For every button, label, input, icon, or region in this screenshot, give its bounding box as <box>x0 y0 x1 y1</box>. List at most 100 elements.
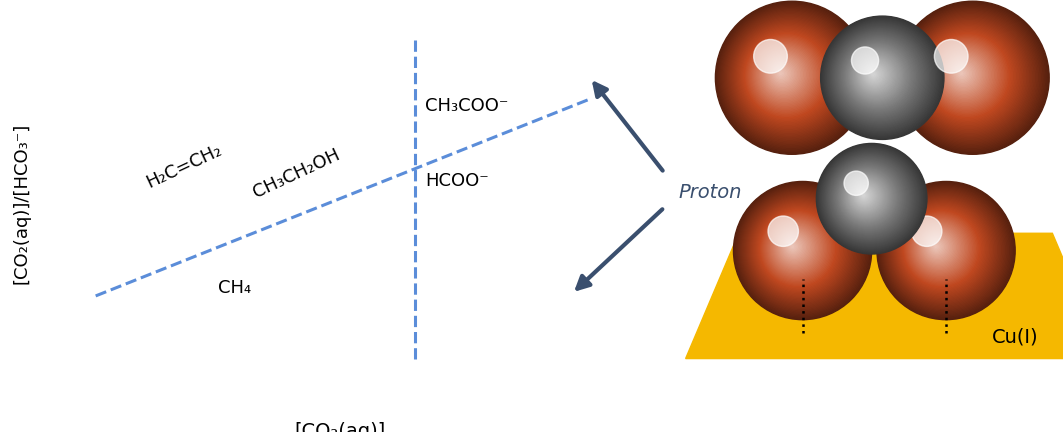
Ellipse shape <box>908 14 1033 140</box>
Ellipse shape <box>836 165 900 229</box>
Ellipse shape <box>728 16 850 138</box>
Ellipse shape <box>909 217 972 280</box>
Ellipse shape <box>838 167 898 228</box>
Ellipse shape <box>787 240 800 254</box>
Ellipse shape <box>911 18 1029 135</box>
Ellipse shape <box>829 157 910 238</box>
Ellipse shape <box>928 238 946 256</box>
Ellipse shape <box>772 64 792 84</box>
Ellipse shape <box>756 206 841 292</box>
Ellipse shape <box>932 242 941 251</box>
Ellipse shape <box>778 71 783 76</box>
Ellipse shape <box>769 60 796 88</box>
Ellipse shape <box>820 147 923 250</box>
Ellipse shape <box>779 232 809 262</box>
Ellipse shape <box>716 3 867 153</box>
Ellipse shape <box>827 23 935 132</box>
Ellipse shape <box>907 13 1034 141</box>
Ellipse shape <box>904 211 979 287</box>
Ellipse shape <box>788 241 798 252</box>
Ellipse shape <box>871 71 877 77</box>
Ellipse shape <box>823 150 918 246</box>
Ellipse shape <box>906 213 977 284</box>
Ellipse shape <box>752 202 846 296</box>
Ellipse shape <box>724 11 857 143</box>
Ellipse shape <box>862 194 864 196</box>
Ellipse shape <box>909 16 1031 138</box>
Ellipse shape <box>727 14 853 140</box>
Ellipse shape <box>845 175 888 218</box>
Ellipse shape <box>853 183 878 209</box>
Ellipse shape <box>925 235 950 260</box>
Ellipse shape <box>931 241 942 252</box>
Ellipse shape <box>824 152 916 244</box>
Ellipse shape <box>930 38 1003 112</box>
Ellipse shape <box>863 64 887 86</box>
Ellipse shape <box>763 54 804 95</box>
Text: HCOO⁻: HCOO⁻ <box>425 172 489 190</box>
Ellipse shape <box>735 183 871 318</box>
Ellipse shape <box>883 189 1006 311</box>
Ellipse shape <box>883 188 1008 312</box>
Ellipse shape <box>916 24 1022 129</box>
Ellipse shape <box>740 189 862 311</box>
Ellipse shape <box>749 38 823 112</box>
Ellipse shape <box>822 17 943 138</box>
Ellipse shape <box>872 73 874 75</box>
Ellipse shape <box>862 62 888 87</box>
Ellipse shape <box>956 67 968 80</box>
Ellipse shape <box>742 191 860 308</box>
Text: Cu(I): Cu(I) <box>992 327 1039 346</box>
Ellipse shape <box>882 187 1009 314</box>
Ellipse shape <box>761 212 834 286</box>
Ellipse shape <box>854 53 899 98</box>
Ellipse shape <box>830 159 908 236</box>
Ellipse shape <box>826 22 937 133</box>
Ellipse shape <box>860 192 867 199</box>
Ellipse shape <box>767 216 798 246</box>
Ellipse shape <box>744 194 857 306</box>
Ellipse shape <box>862 61 889 88</box>
Ellipse shape <box>921 229 957 266</box>
Ellipse shape <box>736 184 870 317</box>
Ellipse shape <box>762 53 806 96</box>
Ellipse shape <box>740 188 864 312</box>
Ellipse shape <box>850 181 880 211</box>
Ellipse shape <box>894 200 993 299</box>
Ellipse shape <box>917 25 1019 127</box>
Ellipse shape <box>853 51 901 100</box>
Ellipse shape <box>715 1 868 154</box>
Ellipse shape <box>766 57 799 91</box>
Ellipse shape <box>754 39 788 73</box>
Ellipse shape <box>776 68 787 79</box>
Ellipse shape <box>753 203 845 295</box>
Ellipse shape <box>927 237 947 257</box>
Ellipse shape <box>951 62 975 85</box>
Ellipse shape <box>856 55 897 96</box>
Ellipse shape <box>836 32 924 121</box>
Ellipse shape <box>857 56 895 95</box>
Ellipse shape <box>777 70 784 77</box>
Ellipse shape <box>889 194 999 305</box>
Ellipse shape <box>960 72 963 74</box>
Ellipse shape <box>845 43 911 109</box>
Ellipse shape <box>753 42 819 108</box>
Ellipse shape <box>927 35 1008 116</box>
Ellipse shape <box>959 71 964 76</box>
Ellipse shape <box>904 10 1039 145</box>
Ellipse shape <box>837 33 923 120</box>
Ellipse shape <box>950 61 976 87</box>
Ellipse shape <box>856 187 874 205</box>
Ellipse shape <box>789 243 796 250</box>
Ellipse shape <box>908 216 973 280</box>
Ellipse shape <box>720 6 862 149</box>
Ellipse shape <box>839 168 896 226</box>
Ellipse shape <box>898 3 1046 152</box>
Ellipse shape <box>932 243 940 250</box>
Ellipse shape <box>730 18 848 135</box>
Ellipse shape <box>902 8 1041 146</box>
Ellipse shape <box>764 55 803 93</box>
Ellipse shape <box>926 34 1010 118</box>
Ellipse shape <box>722 8 860 146</box>
Ellipse shape <box>916 225 962 271</box>
